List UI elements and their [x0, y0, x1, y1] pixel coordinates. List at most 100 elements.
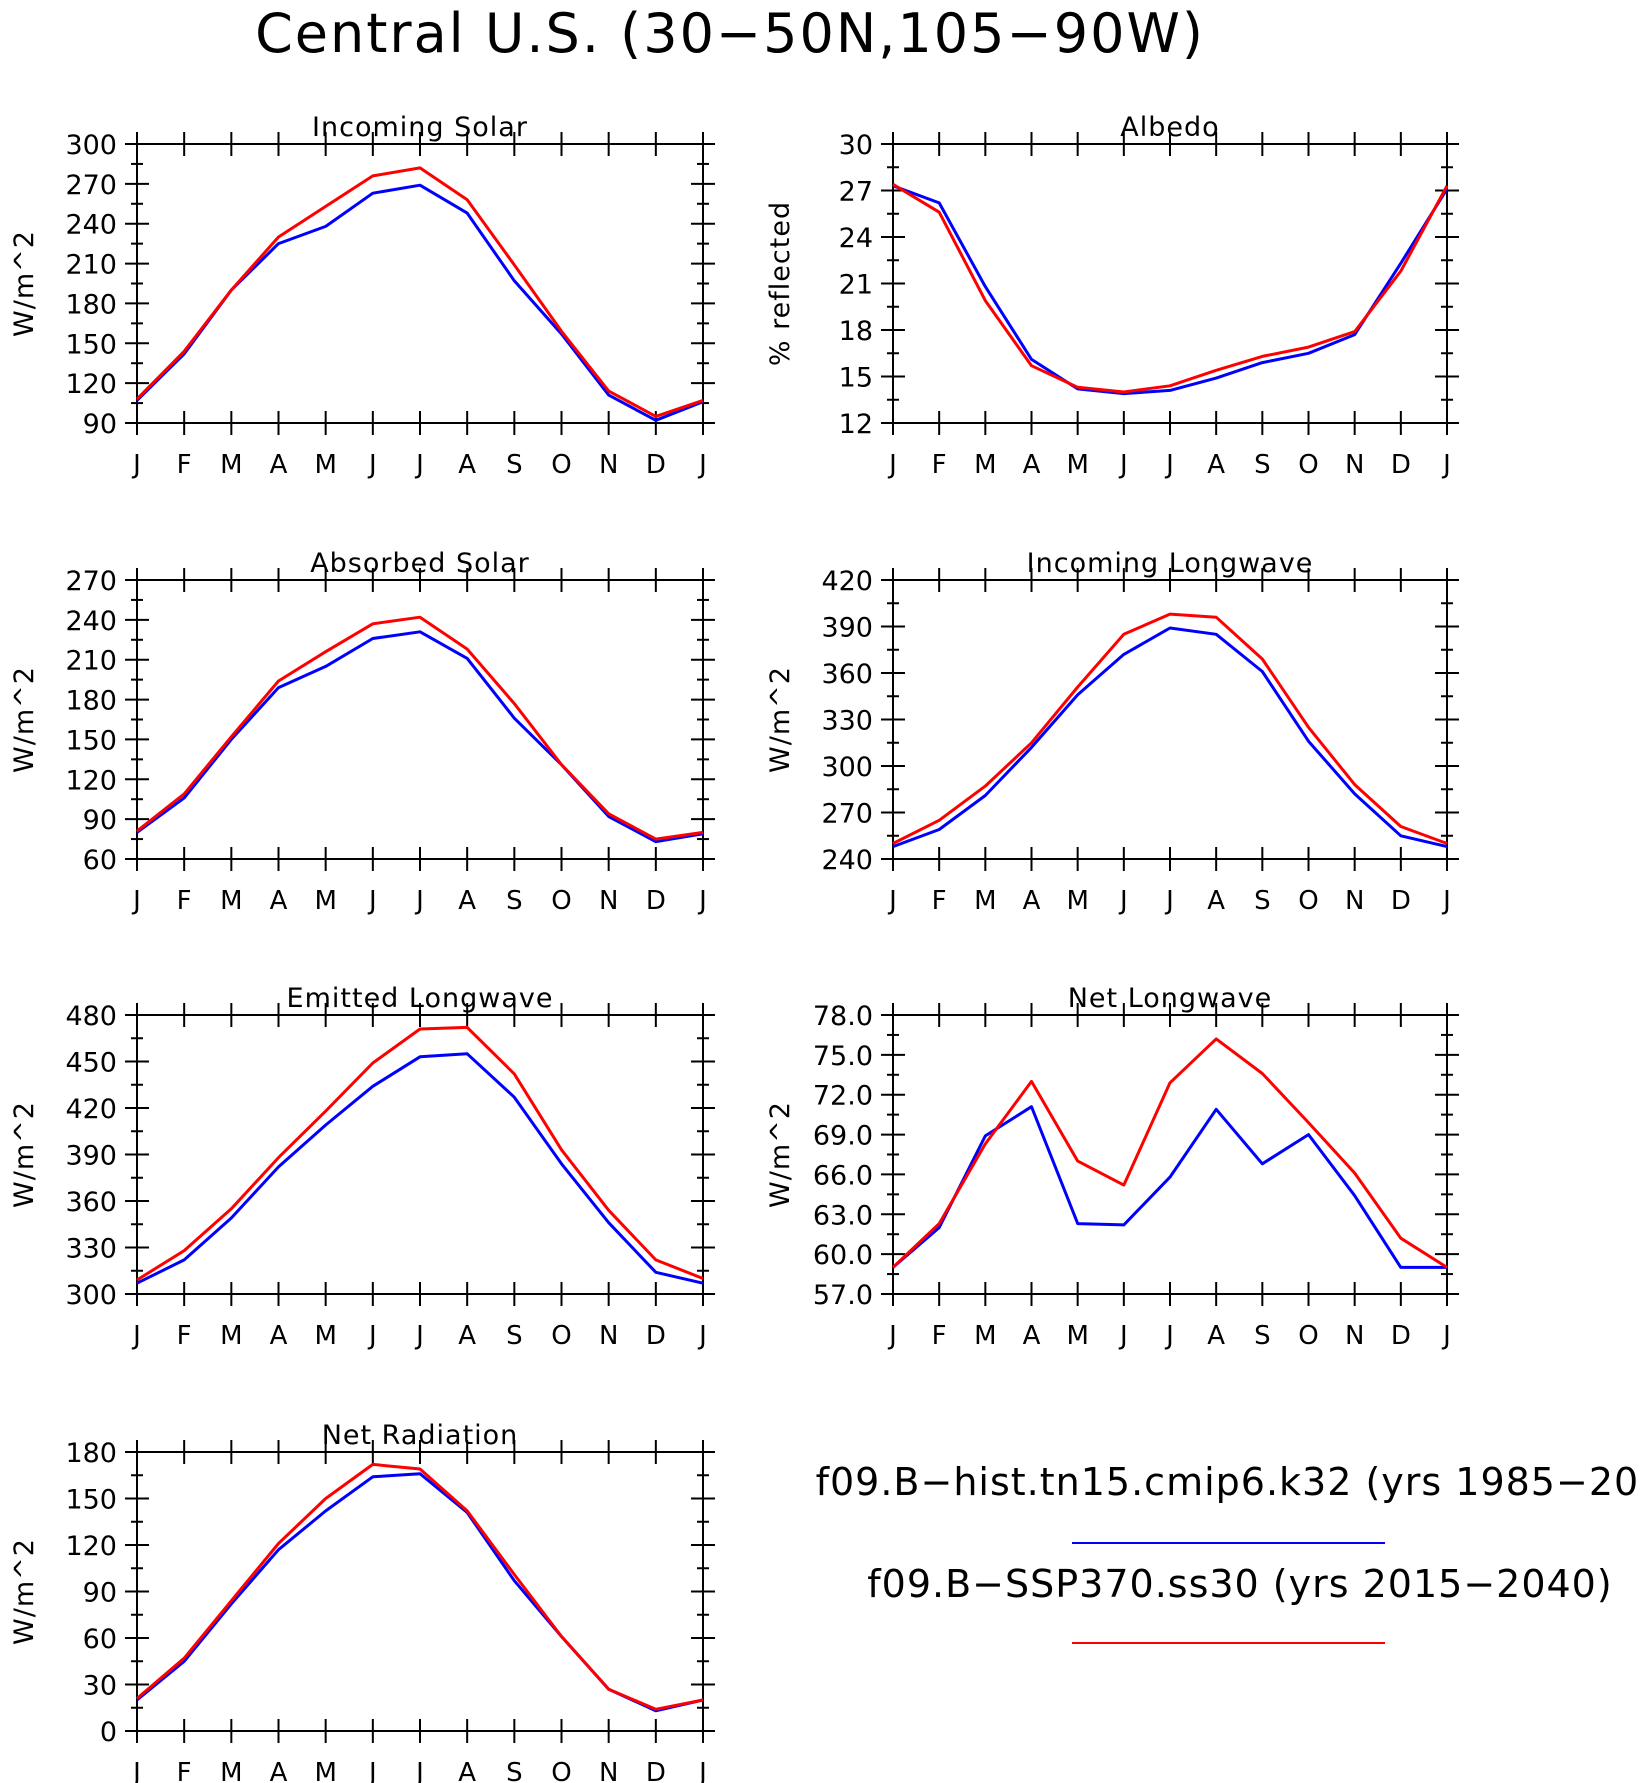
legend: f09.B−hist.tn15.cmip6.k32 (yrs 1985−201 … [816, 1460, 1641, 1644]
y-tick-label: 27 [839, 177, 873, 208]
x-tick-label: A [458, 450, 476, 480]
x-tick-label: J [887, 886, 897, 916]
x-tick-label: M [220, 1321, 242, 1351]
y-tick-label: 57.0 [813, 1280, 873, 1311]
y-axis-label: % reflected [765, 201, 796, 366]
series-line-hist [892, 184, 1449, 396]
y-tick-label: 450 [65, 1048, 117, 1079]
y-tick-label: 300 [821, 752, 873, 783]
y-tick-label: 75.0 [813, 1041, 873, 1072]
x-tick-label: A [270, 1758, 288, 1783]
x-tick-label: J [367, 1758, 377, 1783]
x-tick-label: M [220, 1758, 242, 1783]
x-tick-label: S [506, 1758, 523, 1783]
x-tick-label: J [414, 1321, 424, 1351]
y-tick-label: 300 [65, 1280, 117, 1311]
x-tick-label: O [551, 450, 571, 480]
y-axis-label: W/m^2 [765, 666, 796, 773]
x-tick-label: J [1118, 1321, 1128, 1351]
y-tick-label: 210 [65, 646, 117, 677]
x-tick-label: J [414, 450, 424, 480]
x-tick-label: M [1066, 450, 1088, 480]
x-tick-label: A [1023, 1321, 1041, 1351]
x-tick-label: M [974, 1321, 996, 1351]
x-tick-label: O [1298, 886, 1318, 916]
y-tick-label: 150 [65, 725, 117, 756]
x-tick-label: J [131, 450, 141, 480]
x-tick-label: F [177, 450, 192, 480]
legend-label-ssp370: f09.B−SSP370.ss30 (yrs 2015−2040) [867, 1562, 1612, 1606]
x-tick-label: O [551, 886, 571, 916]
y-tick-label: 360 [821, 659, 873, 690]
series-line-ssp370 [136, 615, 704, 841]
x-tick-label: D [1391, 450, 1411, 480]
y-tick-label: 60.0 [813, 1240, 873, 1271]
plot-frame [892, 579, 1448, 860]
x-tick-label: A [458, 886, 476, 916]
y-tick-label: 12 [839, 409, 873, 440]
x-tick-label: F [177, 1758, 192, 1783]
x-tick-label: D [646, 450, 666, 480]
y-tick-label: 330 [821, 706, 873, 737]
x-tick-label: J [697, 886, 707, 916]
series-line-hist [892, 626, 1448, 849]
y-tick-label: 420 [821, 566, 873, 597]
y-tick-label: 90 [83, 1578, 117, 1609]
series-line-hist [892, 1105, 1447, 1269]
y-tick-label: 390 [65, 1141, 117, 1172]
y-tick-label: 180 [65, 686, 117, 717]
y-tick-label: 420 [65, 1094, 117, 1125]
series-line-ssp370 [136, 1462, 704, 1711]
plot-frame [136, 1451, 704, 1732]
x-tick-label: A [270, 1321, 288, 1351]
y-tick-label: 63.0 [813, 1200, 873, 1231]
x-tick-label: J [131, 886, 141, 916]
x-tick-label: M [1066, 886, 1088, 916]
x-tick-label: D [646, 886, 666, 916]
x-tick-label: J [367, 1321, 377, 1351]
x-tick-label: J [367, 886, 377, 916]
x-tick-label: J [697, 1758, 707, 1783]
x-tick-label: O [1298, 450, 1318, 480]
x-tick-label: M [314, 886, 336, 916]
x-tick-label: N [599, 886, 618, 916]
x-tick-label: S [506, 450, 523, 480]
y-axis-label: W/m^2 [9, 666, 40, 773]
x-tick-label: N [599, 450, 618, 480]
x-tick-label: J [1441, 886, 1451, 916]
y-tick-label: 240 [65, 606, 117, 637]
y-tick-label: 72.0 [813, 1081, 873, 1112]
x-tick-label: M [974, 450, 996, 480]
y-tick-label: 120 [65, 369, 117, 400]
y-tick-label: 240 [65, 210, 117, 241]
x-tick-label: O [551, 1758, 571, 1783]
y-tick-label: 15 [839, 363, 873, 394]
x-tick-label: O [551, 1321, 571, 1351]
y-tick-label: 360 [65, 1187, 117, 1218]
x-tick-label: S [1254, 1321, 1271, 1351]
y-tick-label: 180 [65, 289, 117, 320]
series-line-ssp370 [892, 612, 1448, 845]
x-tick-label: A [1207, 1321, 1225, 1351]
x-tick-label: D [1391, 886, 1411, 916]
y-axis-label: W/m^2 [9, 1101, 40, 1208]
x-tick-label: A [270, 886, 288, 916]
x-tick-label: F [932, 1321, 947, 1351]
x-tick-label: J [367, 450, 377, 480]
y-tick-label: 330 [65, 1234, 117, 1265]
y-tick-label: 60 [83, 845, 117, 876]
y-tick-label: 24 [839, 223, 873, 254]
x-tick-label: F [932, 450, 947, 480]
x-tick-label: D [1391, 1321, 1411, 1351]
x-tick-label: S [506, 886, 523, 916]
y-tick-label: 300 [65, 130, 117, 161]
y-axis-label: W/m^2 [9, 230, 40, 337]
x-tick-label: M [1066, 1321, 1088, 1351]
y-tick-label: 150 [65, 1485, 117, 1516]
x-tick-label: A [1207, 886, 1225, 916]
x-tick-label: A [270, 450, 288, 480]
